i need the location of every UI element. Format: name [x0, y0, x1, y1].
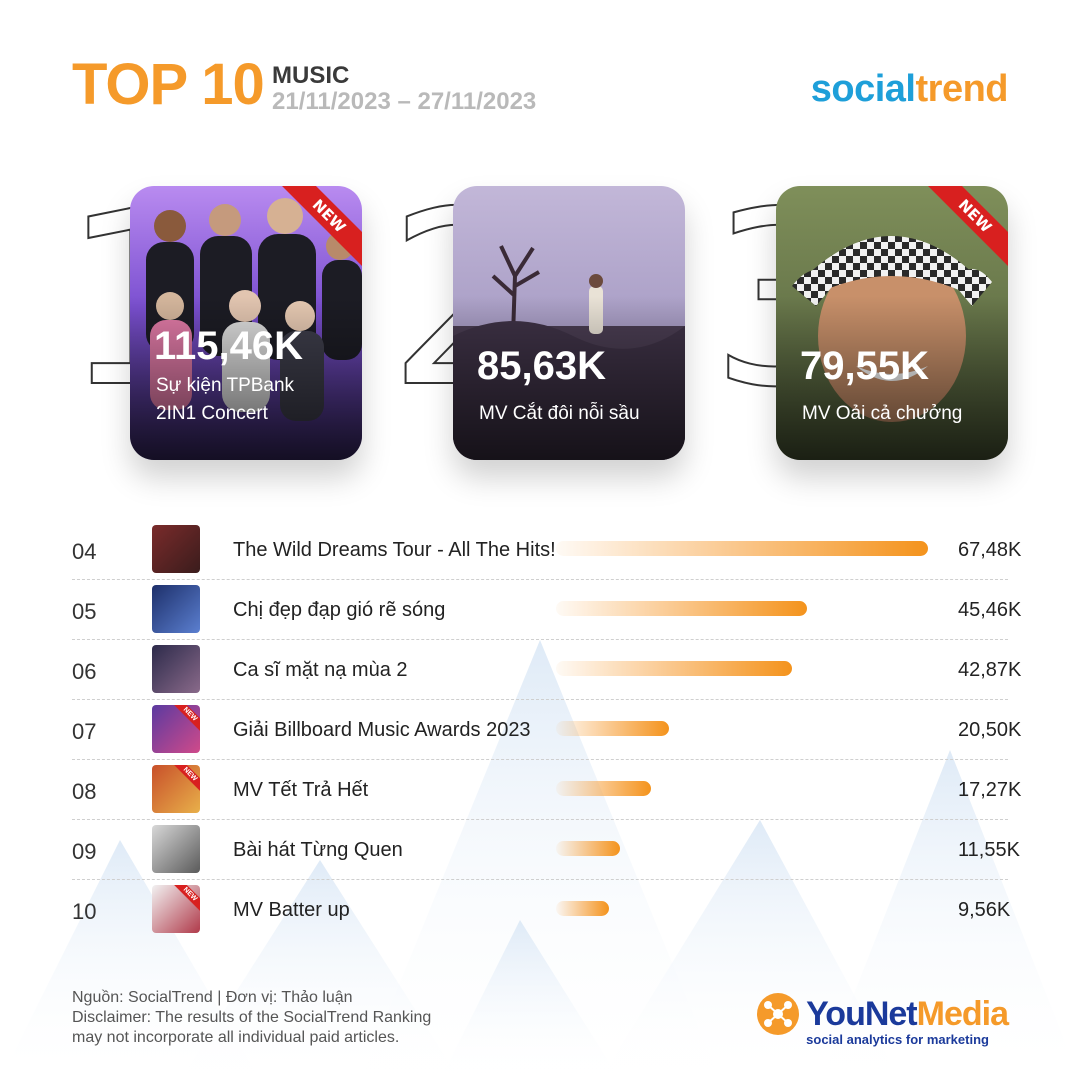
list-item[interactable]: 10 NEW MV Batter up 9,56K [72, 880, 1011, 940]
item-value: 20,50K [958, 719, 1022, 741]
brand-part-social: social [810, 68, 916, 110]
item-bar [556, 601, 807, 616]
top-card-1[interactable]: 115,46K Sự kiện TPBank 2IN1 Concert NEW [130, 186, 362, 460]
list-item[interactable]: 07 NEW Giải Billboard Music Awards 2023 … [72, 700, 1021, 760]
item-bar [556, 901, 609, 916]
item-name: MV Batter up [233, 899, 350, 921]
item-thumbnail [152, 585, 200, 633]
card-value: 115,46K [154, 324, 304, 368]
item-thumbnail: NEW [152, 765, 200, 813]
younet-part: YouNet [806, 995, 917, 1033]
card-shade [776, 295, 1008, 460]
younet-logo-icon [757, 993, 800, 1035]
item-thumbnail [152, 825, 200, 873]
item-value: 17,27K [958, 779, 1022, 801]
new-badge: NEW [169, 765, 200, 795]
socialtrend-logo: socialtrend [810, 68, 1009, 110]
item-bar [556, 781, 651, 796]
item-value: 67,48K [958, 539, 1022, 561]
item-thumbnail [152, 525, 200, 573]
item-name: Giải Billboard Music Awards 2023 [233, 719, 531, 741]
card-value: 85,63K [477, 344, 606, 388]
list-item[interactable]: 06 Ca sĩ mặt nạ mùa 2 42,87K [72, 640, 1021, 700]
top-card-3[interactable]: 79,55K MV Oải cả chưởng NEW [776, 186, 1008, 460]
disclaimer-line1: Disclaimer: The results of the SocialTre… [72, 1009, 432, 1026]
disclaimer-line2: may not incorporate all individual paid … [72, 1029, 400, 1046]
card-label-line1: MV Oải cả chưởng [802, 403, 963, 424]
list-item[interactable]: 04 The Wild Dreams Tour - All The Hits! … [72, 520, 1021, 580]
item-bar [556, 841, 620, 856]
category-label: MUSIC [272, 62, 350, 89]
item-name: The Wild Dreams Tour - All The Hits! [233, 539, 556, 561]
ranking-list: 04 The Wild Dreams Tour - All The Hits! … [72, 520, 1021, 940]
source-note: Nguồn: SocialTrend | Đơn vị: Thảo luận [72, 989, 353, 1006]
item-name: Bài hát Từng Quen [233, 839, 403, 861]
item-rank: 04 [72, 539, 97, 564]
item-name: Ca sĩ mặt nạ mùa 2 [233, 659, 408, 681]
item-thumbnail [152, 645, 200, 693]
card-value: 79,55K [800, 344, 929, 388]
item-value: 42,87K [958, 659, 1022, 681]
item-name: MV Tết Trả Hết [233, 779, 369, 801]
date-range: 21/11/2023 – 27/11/2023 [272, 88, 537, 115]
media-part: Media [916, 995, 1009, 1033]
younet-tagline: social analytics for marketing [806, 1032, 989, 1047]
item-bar [556, 661, 792, 676]
item-bar [556, 541, 928, 556]
list-item[interactable]: 09 Bài hát Từng Quen 11,55K [72, 820, 1020, 880]
new-badge: NEW [169, 885, 200, 915]
item-value: 9,56K [958, 899, 1011, 921]
new-badge: NEW [278, 186, 362, 270]
card-shade [453, 295, 685, 460]
card-label-line2: 2IN1 Concert [156, 403, 268, 424]
item-bar [556, 721, 669, 736]
list-item[interactable]: 08 NEW MV Tết Trả Hết 17,27K [72, 760, 1021, 820]
item-thumbnail: NEW [152, 705, 200, 753]
footer-notes: Nguồn: SocialTrend | Đơn vị: Thảo luận D… [72, 988, 431, 1048]
mountain-background [0, 640, 1080, 1080]
card-shade [130, 295, 362, 460]
item-thumbnail: NEW [152, 885, 200, 933]
card-label-line1: Sự kiện TPBank [156, 375, 295, 396]
item-rank: 08 [72, 779, 97, 804]
list-item[interactable]: 05 Chị đẹp đạp gió rẽ sóng 45,46K [72, 580, 1021, 640]
new-badge: NEW [924, 186, 1008, 270]
card-label-line1: MV Cắt đôi nỗi sầu [479, 403, 640, 424]
item-name: Chị đẹp đạp gió rẽ sóng [233, 599, 446, 621]
item-rank: 07 [72, 719, 97, 744]
item-rank: 06 [72, 659, 97, 684]
page-title: TOP 10 [72, 52, 265, 117]
item-rank: 05 [72, 599, 97, 624]
item-value: 11,55K [958, 839, 1020, 861]
top-card-2[interactable]: 85,63K MV Cắt đôi nỗi sầu [453, 186, 685, 460]
brand-part-trend: trend [915, 68, 1009, 110]
new-badge: NEW [169, 705, 200, 735]
item-rank: 10 [72, 899, 97, 924]
item-rank: 09 [72, 839, 97, 864]
item-value: 45,46K [958, 599, 1022, 621]
younet-media-logo: YouNetMedia social analytics for marketi… [756, 992, 1009, 1047]
